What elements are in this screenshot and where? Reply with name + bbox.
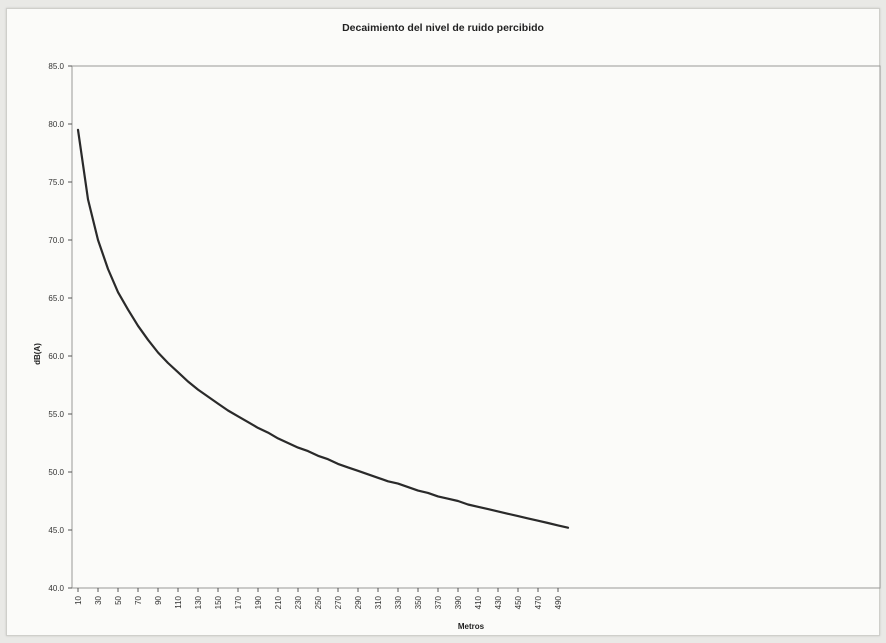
y-axis-label: dB(A) bbox=[33, 343, 42, 365]
x-tick-label: 10 bbox=[74, 595, 83, 604]
y-tick-label: 60.0 bbox=[48, 352, 64, 361]
x-tick-label: 190 bbox=[254, 595, 263, 609]
x-tick-label: 290 bbox=[354, 595, 363, 609]
x-tick-label: 370 bbox=[434, 595, 443, 609]
x-tick-label: 430 bbox=[494, 595, 503, 609]
y-tick-label: 70.0 bbox=[48, 236, 64, 245]
x-tick-label: 70 bbox=[134, 595, 143, 604]
y-tick-label: 40.0 bbox=[48, 584, 64, 593]
x-tick-label: 450 bbox=[514, 595, 523, 609]
x-tick-label: 150 bbox=[214, 595, 223, 609]
x-tick-label: 330 bbox=[394, 595, 403, 609]
series-line bbox=[76, 128, 570, 529]
x-tick-label: 30 bbox=[94, 595, 103, 604]
y-tick-label: 85.0 bbox=[48, 62, 64, 71]
x-tick-label: 110 bbox=[174, 595, 183, 608]
y-tick-label: 65.0 bbox=[48, 294, 64, 303]
y-tick-label: 45.0 bbox=[48, 526, 64, 535]
x-tick-label: 470 bbox=[534, 595, 543, 609]
x-tick-label: 270 bbox=[334, 595, 343, 609]
x-tick-label: 490 bbox=[554, 595, 563, 609]
y-tick-label: 80.0 bbox=[48, 120, 64, 129]
plot-area bbox=[71, 65, 881, 589]
x-tick-label: 350 bbox=[414, 595, 423, 609]
x-tick-label: 210 bbox=[274, 595, 283, 609]
y-tick-label: 75.0 bbox=[48, 178, 64, 187]
x-tick-label: 230 bbox=[294, 595, 303, 609]
x-tick-label: 410 bbox=[474, 595, 483, 609]
x-tick-label: 130 bbox=[194, 595, 203, 609]
y-tick-label: 55.0 bbox=[48, 410, 64, 419]
y-tick-label: 50.0 bbox=[48, 468, 64, 477]
x-tick-label: 390 bbox=[454, 595, 463, 609]
x-axis-label: Metros bbox=[458, 622, 485, 631]
x-tick-label: 170 bbox=[234, 595, 243, 609]
x-tick-label: 250 bbox=[314, 595, 323, 609]
x-tick-label: 90 bbox=[154, 595, 163, 604]
x-tick-label: 50 bbox=[114, 595, 123, 604]
chart-title: Decaimiento del nivel de ruido percibido bbox=[342, 22, 544, 34]
x-tick-label: 310 bbox=[374, 595, 383, 609]
